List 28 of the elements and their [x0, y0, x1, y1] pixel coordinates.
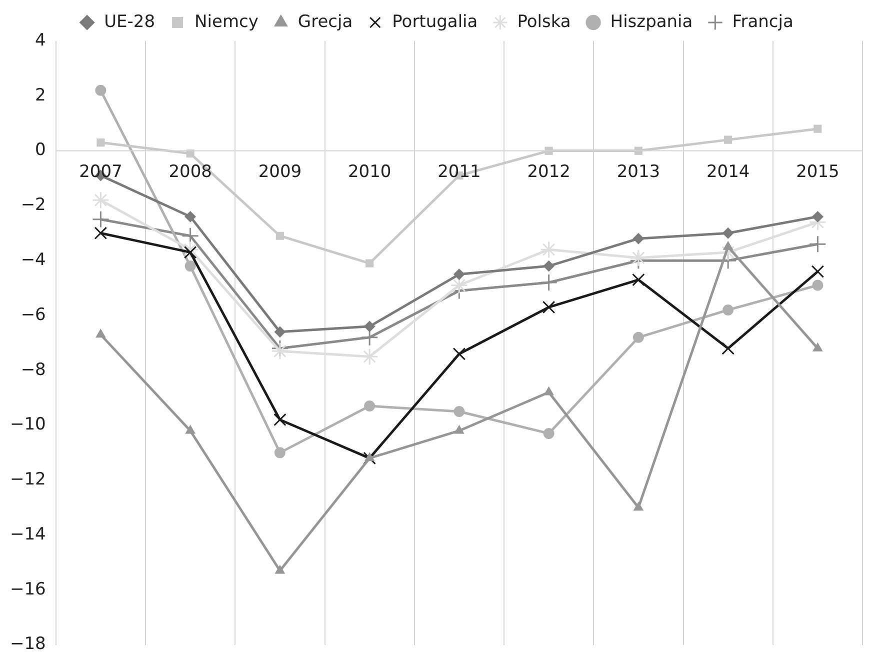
legend-label: Polska [517, 12, 571, 32]
legend-label: UE-28 [104, 12, 156, 32]
legend-label: Francja [732, 12, 794, 32]
legend-label: Portugalia [392, 12, 478, 32]
y-tick-label: 4 [35, 30, 46, 50]
x-tick-label: 2011 [438, 162, 481, 182]
y-tick-label: 2 [35, 85, 46, 106]
x-tick-label: 2012 [527, 162, 570, 182]
legend-label: Niemcy [194, 12, 258, 32]
x-tick-label: 2015 [796, 162, 840, 182]
x-tick-label: 2014 [706, 162, 750, 182]
y-tick-label: −2 [20, 195, 46, 216]
y-tick-label: −4 [20, 250, 46, 270]
y-tick-label: 0 [35, 140, 46, 160]
x-tick-label: 2010 [348, 162, 392, 182]
y-tick-label: −16 [10, 579, 46, 600]
y-tick-label: −14 [10, 524, 46, 544]
x-tick-label: 2013 [616, 162, 660, 182]
y-tick-label: −10 [10, 414, 46, 435]
x-tick-label: 2007 [79, 162, 122, 182]
legend-label: Grecja [298, 12, 353, 32]
y-tick-label: −6 [20, 304, 46, 325]
legend-label: Hiszpania [610, 12, 693, 32]
y-tick-label: −12 [10, 470, 46, 490]
x-tick-label: 2009 [258, 162, 302, 182]
x-tick-label: 2008 [168, 162, 212, 182]
y-tick-label: −8 [20, 360, 46, 380]
y-tick-label: −18 [10, 634, 46, 654]
